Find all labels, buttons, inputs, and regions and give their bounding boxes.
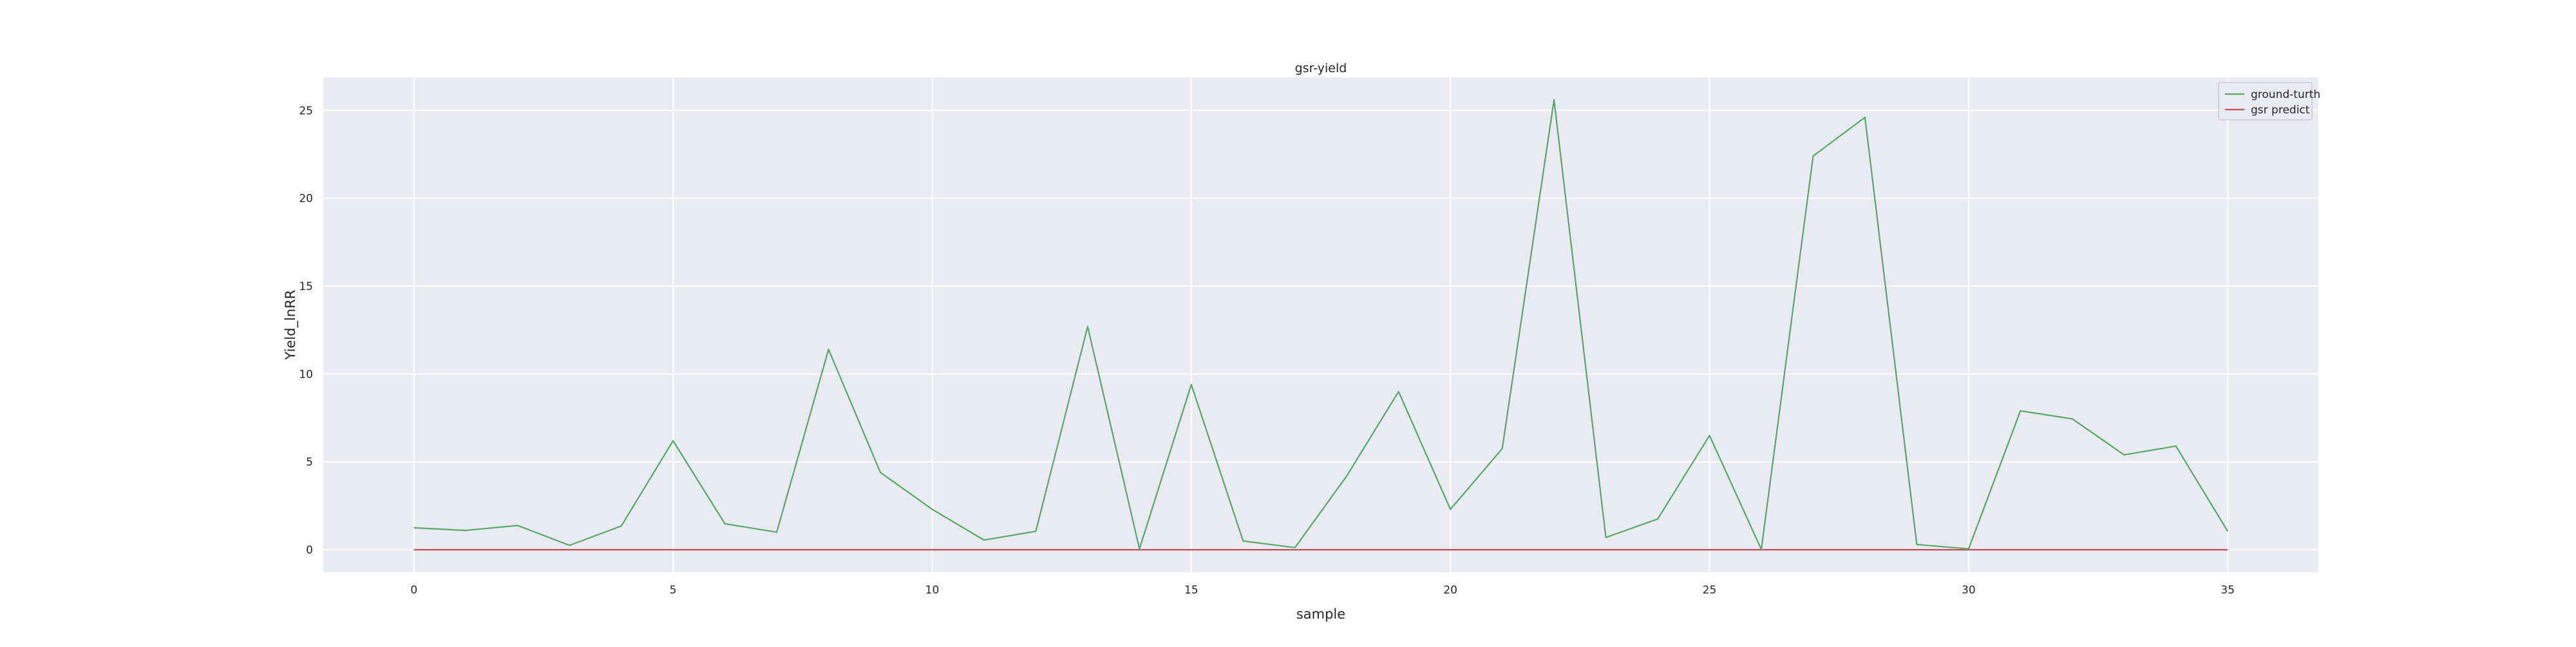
legend-box: [2218, 82, 2313, 121]
x-tick-label: 25: [1703, 584, 1717, 597]
y-axis-label: Yield_lnRR: [283, 290, 299, 361]
y-tick-label: 0: [306, 544, 313, 557]
tick-labels: 0 5 10 15 20 25 30 35 0 5 10 15 20 25: [299, 104, 2235, 597]
legend-label-ground-turth: ground-turth: [2251, 88, 2320, 101]
x-tick-label: 30: [1962, 584, 1976, 597]
y-tick-label: 15: [299, 280, 313, 293]
series-lines: [413, 99, 2229, 551]
grid: [323, 77, 2318, 572]
legend-label-gsr-predict: gsr predict: [2251, 104, 2310, 117]
y-tick-label: 10: [299, 368, 313, 381]
x-tick-label: 10: [925, 584, 940, 597]
x-tick-label: 35: [2221, 584, 2235, 597]
series-line-ground-turth: [413, 99, 2229, 550]
y-tick-label: 5: [306, 456, 313, 469]
chart-title: gsr-yield: [1295, 61, 1347, 75]
x-axis-label: sample: [1296, 606, 1345, 622]
x-tick-label: 15: [1184, 584, 1198, 597]
plot-area: [323, 77, 2318, 572]
x-tick-label: 0: [410, 584, 417, 597]
y-tick-label: 20: [299, 193, 313, 206]
x-tick-label: 20: [1443, 584, 1457, 597]
legend: ground-turth gsr predict: [2218, 82, 2320, 121]
y-tick-label: 25: [299, 104, 313, 117]
x-tick-label: 5: [670, 584, 677, 597]
